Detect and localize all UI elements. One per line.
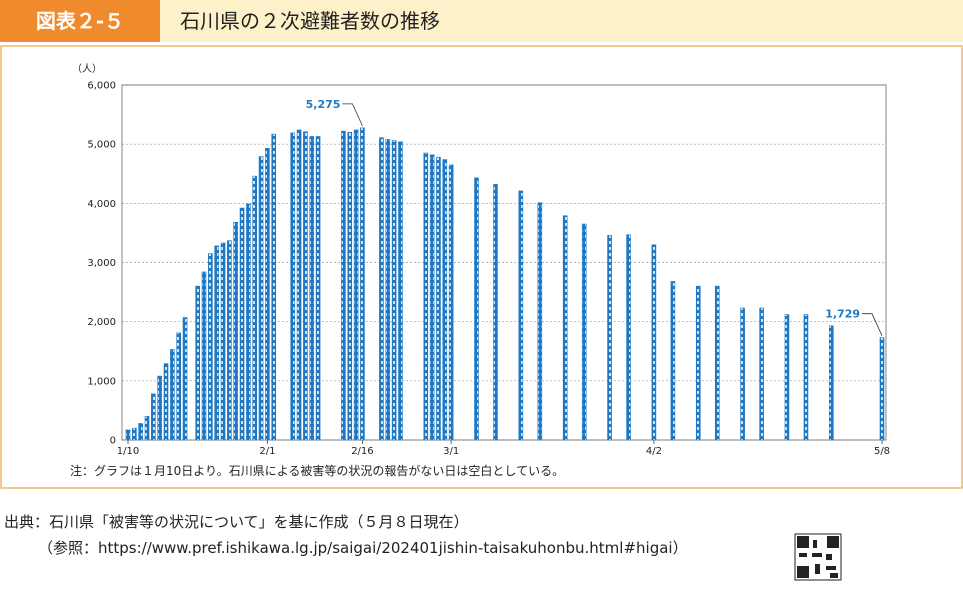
bar (537, 202, 543, 441)
bar (518, 190, 524, 441)
x-tick-label: 4/2 (646, 446, 662, 457)
bar (252, 175, 258, 441)
header-title: 石川県の２次避難者数の推移 (180, 9, 440, 33)
bar (176, 332, 181, 441)
bar (151, 393, 156, 441)
qr-code (794, 533, 842, 581)
bar (227, 240, 232, 441)
plot-frame (121, 84, 887, 441)
bar (562, 215, 568, 441)
bar (695, 285, 701, 441)
bar (379, 137, 384, 441)
bar (714, 285, 720, 441)
x-tick-label: 2/1 (259, 446, 275, 457)
bar (436, 156, 441, 441)
bar (246, 203, 251, 441)
bar (170, 349, 175, 441)
bar (607, 234, 612, 441)
bar (879, 337, 885, 441)
bar (626, 234, 631, 441)
bar (201, 271, 207, 441)
bar (315, 136, 321, 441)
bar (391, 140, 397, 441)
source-line: 出典：石川県「被害等の状況について」を基に作成（５月８日現在） (4, 513, 469, 531)
bar (125, 429, 131, 441)
y-tick-label: 0 (110, 436, 116, 447)
bar (239, 207, 245, 441)
y-tick-label: 3,000 (87, 258, 116, 269)
bar (341, 130, 346, 441)
bar (581, 223, 587, 441)
bar (220, 242, 226, 441)
bar (347, 132, 353, 441)
y-tick-label: 6,000 (87, 81, 116, 92)
bar (265, 148, 270, 441)
bar (493, 184, 498, 441)
note: 注：グラフは１月10日より。石川県による被害等の状況の報告がない日は空白としてい… (70, 463, 564, 478)
header-label-bg (0, 0, 160, 42)
bar (182, 317, 188, 441)
bar (740, 307, 745, 441)
bar (258, 156, 264, 441)
x-tick-label: 3/1 (443, 446, 459, 457)
leader-line (342, 103, 363, 127)
y-unit: （人） (72, 63, 102, 75)
bar (353, 129, 359, 441)
y-tick-label: 2,000 (87, 317, 116, 328)
bar (303, 131, 308, 441)
bar (309, 136, 315, 441)
bar (759, 307, 764, 441)
y-tick-label: 1,000 (87, 376, 116, 387)
bar (214, 245, 220, 441)
source-line: （参照：https://www.pref.ishikawa.lg.jp/saig… (38, 539, 688, 557)
bar (360, 127, 365, 441)
y-tick-label: 5,000 (87, 140, 116, 151)
bar (429, 154, 435, 441)
bar (784, 314, 790, 441)
y-tick-label: 4,000 (87, 199, 116, 210)
data-label: 1,729 (825, 308, 860, 321)
bar (144, 416, 150, 441)
bar (163, 363, 169, 441)
bar (132, 427, 137, 441)
bar (829, 325, 834, 441)
chart-frame (0, 45, 963, 489)
bar (233, 221, 239, 441)
bar (290, 132, 296, 441)
bar (195, 285, 200, 441)
bar (803, 314, 809, 441)
leader-line (862, 313, 883, 336)
data-label: 5,275 (306, 98, 341, 111)
bar (398, 141, 403, 441)
bar (474, 177, 479, 441)
bar (670, 281, 676, 441)
bar (208, 253, 213, 441)
bar (448, 164, 454, 441)
header-label: 図表２-５ (36, 9, 124, 33)
bar (651, 244, 657, 441)
bar (138, 423, 143, 441)
bar (271, 133, 277, 441)
x-tick-label: 1/10 (117, 446, 139, 457)
bar (442, 159, 448, 441)
x-tick-label: 5/8 (874, 446, 890, 457)
header-bg (0, 0, 963, 42)
bar (296, 129, 302, 441)
x-tick-label: 2/16 (351, 446, 373, 457)
bar (157, 375, 162, 441)
bar (423, 152, 429, 441)
bar (385, 139, 391, 441)
